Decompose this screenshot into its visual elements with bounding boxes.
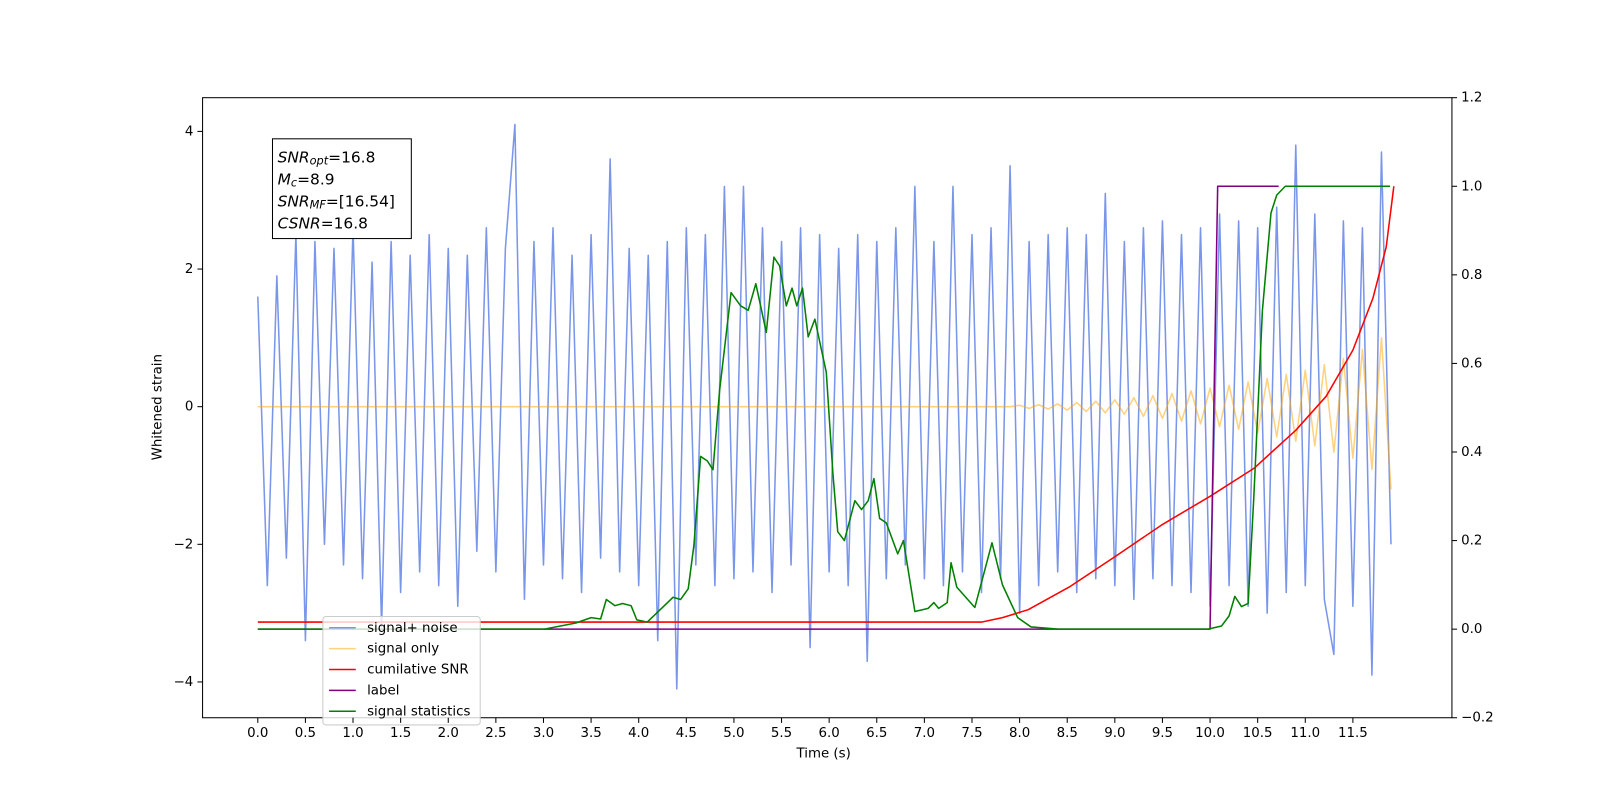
x-tick-label: 2.5: [485, 726, 506, 741]
x-tick-label: 0.0: [247, 726, 268, 741]
x-axis-label: Time (s): [795, 747, 850, 762]
x-tick-label: 3.5: [580, 726, 601, 741]
x-tick-label: 10.0: [1195, 726, 1225, 741]
y2-tick-label: 1.0: [1461, 179, 1482, 194]
x-tick-label: 1.0: [342, 726, 363, 741]
y-tick-label: −2: [174, 537, 194, 552]
annotation-symbol: SNR: [278, 148, 310, 166]
legend-label: label: [367, 683, 399, 698]
y2-tick-label: 1.2: [1461, 91, 1482, 106]
y2-tick-label: 0.4: [1461, 445, 1482, 460]
y-tick-label: −4: [174, 675, 194, 690]
plot-area: [257, 123, 1395, 690]
x-tick-label: 7.5: [961, 726, 982, 741]
legend-frame: [322, 615, 481, 726]
annotation-text: =8.9: [297, 170, 334, 188]
annotation-line: SNRMF=[16.54]: [278, 192, 395, 212]
x-tick-label: 11.5: [1338, 726, 1368, 741]
y-tick-label: 0: [185, 400, 194, 415]
annotation-line: SNRopt=16.8: [278, 148, 376, 168]
x-tick-label: 6.0: [819, 726, 840, 741]
annotation-symbol: M: [278, 170, 291, 188]
x-tick-label: 6.5: [866, 726, 887, 741]
x-tick-label: 8.5: [1057, 726, 1078, 741]
y2-tick-label: 0.6: [1461, 356, 1482, 371]
x-tick-label: 7.0: [914, 726, 935, 741]
series-line: [257, 337, 1392, 490]
y2-tick-label: −0.2: [1461, 711, 1493, 726]
legend: signal+ noise signal only cumilative SNR la…: [322, 615, 481, 726]
series-line: [257, 123, 1392, 690]
y2-tick-label: 0.0: [1461, 622, 1482, 637]
legend-label: signal+ noise: [367, 621, 458, 636]
series-line: [257, 185, 1279, 630]
y2-tick-label: 0.8: [1461, 268, 1482, 283]
annotation-line: Mc=8.9: [278, 170, 335, 190]
annotation-subscript: MF: [310, 199, 327, 212]
legend-label: cumilative SNR: [367, 663, 469, 678]
y-tick-label: 4: [185, 124, 194, 139]
annotation-line: CSNR=16.8: [278, 214, 368, 232]
annotation-symbol: SNR: [278, 192, 310, 210]
axes-frame: [202, 97, 1453, 719]
annotation-subscript: c: [291, 177, 298, 190]
y-axis-label: Whitened strain: [150, 354, 165, 460]
y-tick-label: 2: [185, 262, 194, 277]
legend-label: signal only: [367, 642, 439, 657]
x-tick-label: 3.0: [533, 726, 554, 741]
x-tick-label: 4.0: [628, 726, 649, 741]
x-tick-label: 2.0: [438, 726, 459, 741]
annotation-text: =16.8: [321, 214, 368, 232]
annotation-text: =16.8: [328, 148, 375, 166]
x-tick-label: 1.5: [390, 726, 411, 741]
series-line: [257, 185, 1391, 630]
x-tick-label: 10.5: [1243, 726, 1273, 741]
x-tick-label: 9.5: [1152, 726, 1173, 741]
x-tick-label: 4.5: [676, 726, 697, 741]
x-tick-label: 0.5: [295, 726, 316, 741]
annotation-frame: [271, 138, 412, 240]
x-tick-label: 5.0: [723, 726, 744, 741]
annotation-text: =[16.54]: [326, 192, 395, 210]
annotation-symbol: CSNR: [278, 214, 321, 232]
x-tick-label: 5.5: [771, 726, 792, 741]
x-tick-label: 9.0: [1104, 726, 1125, 741]
legend-label: signal statistics: [367, 704, 470, 719]
x-tick-label: 11.0: [1290, 726, 1320, 741]
y2-tick-label: 0.2: [1461, 534, 1482, 549]
annotation-subscript: opt: [310, 154, 329, 167]
x-tick-label: 8.0: [1009, 726, 1030, 741]
series-line: [257, 186, 1395, 623]
